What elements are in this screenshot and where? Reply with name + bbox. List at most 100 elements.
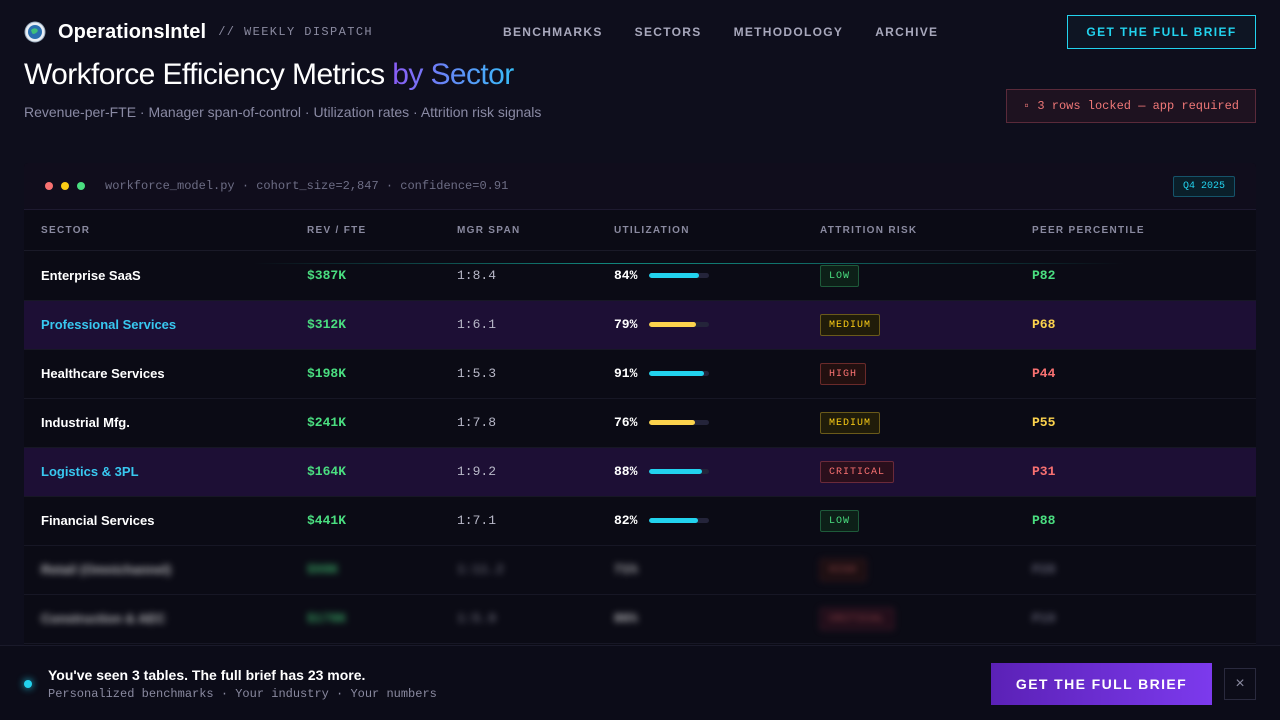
attrition-risk-badge: CRITICAL <box>820 461 895 483</box>
cell-sector: Construction & AEC <box>41 611 166 626</box>
cell-rev-fte: $178K <box>307 611 347 626</box>
table-row[interactable]: Professional Services $312K 1:6.1 79% MEDIUM… <box>24 301 1256 350</box>
attrition-risk-badge: HIGH <box>820 363 867 385</box>
cell-peer-percentile: P44 <box>1032 366 1056 381</box>
header-rev-fte[interactable]: REV / FTE <box>307 225 367 236</box>
utilization-bar-fill <box>649 518 699 523</box>
get-full-brief-nav-button[interactable]: GET THE FULL BRIEF <box>1067 15 1256 49</box>
cell-rev-fte: $198K <box>307 366 347 381</box>
cell-utilization: 82% <box>614 513 638 528</box>
cell-mgr-span: 1:7.8 <box>457 415 497 430</box>
utilization-bar <box>649 420 709 425</box>
page-title: Workforce Efficiency Metrics by Sector <box>24 58 514 92</box>
header-attrition-risk[interactable]: ATTRITION RISK <box>820 225 918 236</box>
utilization-bar <box>649 322 709 327</box>
cell-mgr-span: 1:7.1 <box>457 513 497 528</box>
nav-link-archive[interactable]: ARCHIVE <box>875 25 939 39</box>
attrition-risk-badge: LOW <box>820 510 860 532</box>
cell-peer-percentile: P19 <box>1032 611 1056 626</box>
attrition-risk-badge: LOW <box>820 265 860 287</box>
panel-header: workforce_model.py · cohort_size=2,847 ·… <box>24 163 1256 210</box>
data-panel: workforce_model.py · cohort_size=2,847 ·… <box>24 163 1256 653</box>
nav-links: BENCHMARKS SECTORS METHODOLOGY ARCHIVE <box>503 0 970 64</box>
upsell-subtitle: Personalized benchmarks · Your industry … <box>48 687 437 701</box>
nav-link-methodology[interactable]: METHODOLOGY <box>733 25 844 39</box>
cell-sector: Industrial Mfg. <box>41 415 130 430</box>
nav-link-sectors[interactable]: SECTORS <box>634 25 702 39</box>
nav-link-benchmarks[interactable]: BENCHMARKS <box>503 25 603 39</box>
utilization-bar <box>649 469 709 474</box>
window-dot-yellow <box>61 182 69 190</box>
get-full-brief-button[interactable]: GET THE FULL BRIEF <box>991 663 1212 705</box>
page-title-accent: by Sector <box>392 58 514 91</box>
attrition-risk-badge: HIGH <box>820 559 867 581</box>
header-peer-percentile[interactable]: PEER PERCENTILE <box>1032 225 1145 236</box>
cell-mgr-span: 1:9.2 <box>457 464 497 479</box>
attrition-risk-badge: CRITICAL <box>820 608 895 630</box>
cell-mgr-span: 1:5.3 <box>457 366 497 381</box>
attrition-risk-badge: MEDIUM <box>820 314 881 336</box>
table-row[interactable]: Financial Services $441K 1:7.1 82% LOW P88 <box>24 497 1256 546</box>
tagline: // WEEKLY DISPATCH <box>218 25 374 39</box>
table-header: SECTOR REV / FTE MGR SPAN UTILIZATION AT… <box>24 211 1256 251</box>
cell-rev-fte: $164K <box>307 464 347 479</box>
table-row[interactable]: Logistics & 3PL $164K 1:9.2 88% CRITICAL P31 <box>24 448 1256 497</box>
utilization-bar-fill <box>649 420 695 425</box>
cell-peer-percentile: P68 <box>1032 317 1056 332</box>
page-title-main: Workforce Efficiency Metrics <box>24 58 385 91</box>
table-row[interactable]: Enterprise SaaS $387K 1:8.4 84% LOW P82 <box>24 252 1256 301</box>
brand-name: OperationsIntel <box>58 20 207 43</box>
cell-utilization: 79% <box>614 317 638 332</box>
cell-peer-percentile: P55 <box>1032 415 1056 430</box>
live-indicator <box>24 680 32 688</box>
cell-sector: Retail (Omnichannel) <box>41 562 172 577</box>
close-icon[interactable]: × <box>1224 668 1256 700</box>
cell-sector: Financial Services <box>41 513 155 528</box>
cell-utilization: 86% <box>614 611 638 626</box>
scan-line <box>254 263 1124 264</box>
window-dot-green <box>77 182 85 190</box>
table-row[interactable]: Industrial Mfg. $241K 1:7.8 76% MEDIUM P55 <box>24 399 1256 448</box>
cell-utilization: 88% <box>614 464 638 479</box>
header-utilization[interactable]: UTILIZATION <box>614 225 690 236</box>
cell-mgr-span: 1:6.1 <box>457 317 497 332</box>
utilization-bar-fill <box>649 273 700 278</box>
upsell-bar: You've seen 3 tables. The full brief has… <box>0 645 1280 720</box>
top-nav: OperationsIntel // WEEKLY DISPATCH BENCH… <box>0 0 1280 64</box>
utilization-bar-fill <box>649 371 704 376</box>
model-meta: workforce_model.py · cohort_size=2,847 ·… <box>105 179 509 193</box>
cell-utilization: 91% <box>614 366 638 381</box>
cell-rev-fte: $98K <box>307 562 339 577</box>
utilization-bar <box>649 371 709 376</box>
table-row[interactable]: Construction & AEC $178K 1:5.9 86% CRITICAL P… <box>24 595 1256 644</box>
cell-utilization: 76% <box>614 415 638 430</box>
header-mgr-span[interactable]: MGR SPAN <box>457 225 521 236</box>
cell-sector: Logistics & 3PL <box>41 464 139 479</box>
cell-peer-percentile: P28 <box>1032 562 1056 577</box>
utilization-bar-fill <box>649 322 697 327</box>
cell-utilization: 71% <box>614 562 638 577</box>
cell-rev-fte: $441K <box>307 513 347 528</box>
logo[interactable]: OperationsIntel // WEEKLY DISPATCH <box>24 21 373 44</box>
utilization-bar <box>649 518 709 523</box>
cell-peer-percentile: P82 <box>1032 268 1056 283</box>
quarter-badge: Q4 2025 <box>1172 176 1235 197</box>
window-dot-red <box>45 182 53 190</box>
cell-mgr-span: 1:5.9 <box>457 611 497 626</box>
table-row[interactable]: Retail (Omnichannel) $98K 1:11.2 71% HIGH P28 <box>24 546 1256 595</box>
header-sector[interactable]: SECTOR <box>41 225 91 236</box>
cell-peer-percentile: P31 <box>1032 464 1056 479</box>
utilization-bar <box>649 273 709 278</box>
cell-sector: Healthcare Services <box>41 366 165 381</box>
globe-icon <box>24 21 46 43</box>
cell-utilization: 84% <box>614 268 638 283</box>
utilization-bar-fill <box>649 469 702 474</box>
attrition-risk-badge: MEDIUM <box>820 412 881 434</box>
table-row[interactable]: Healthcare Services $198K 1:5.3 91% HIGH P44 <box>24 350 1256 399</box>
cell-mgr-span: 1:8.4 <box>457 268 497 283</box>
cell-sector: Enterprise SaaS <box>41 268 141 283</box>
cell-mgr-span: 1:11.2 <box>457 562 504 577</box>
cell-rev-fte: $241K <box>307 415 347 430</box>
cell-peer-percentile: P88 <box>1032 513 1056 528</box>
locked-rows-badge[interactable]: ▫ 3 rows locked — app required <box>1006 89 1256 123</box>
